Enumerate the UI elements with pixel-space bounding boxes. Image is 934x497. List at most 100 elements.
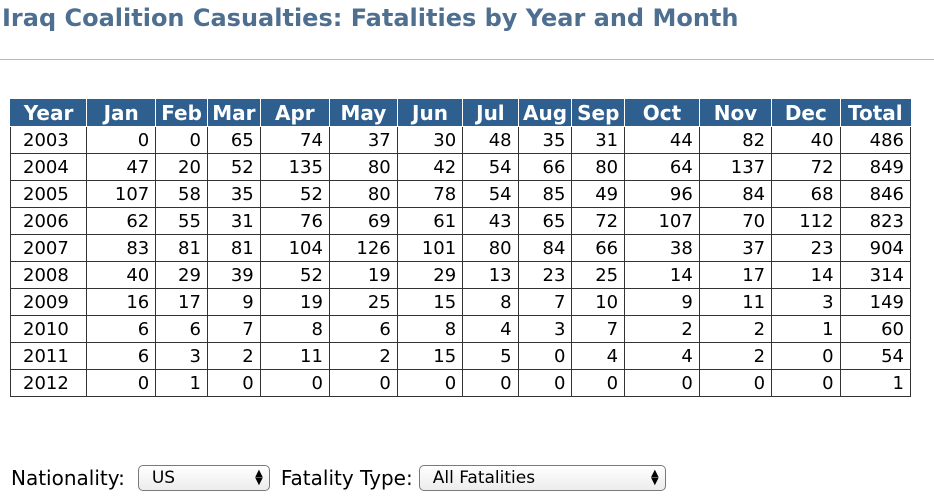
header-aug: Aug xyxy=(517,99,573,127)
cell-year: 2010 xyxy=(9,315,88,343)
cell-year: 2008 xyxy=(9,261,88,289)
cell-may: 80 xyxy=(328,153,398,181)
cell-oct: 44 xyxy=(624,126,700,154)
cell-year: 2006 xyxy=(9,207,88,235)
cell-nov: 11 xyxy=(698,288,773,316)
table-row: 2010 6 6 7 8 6 8 4 3 7 2 2 1 60 xyxy=(9,315,912,343)
cell-jan: 47 xyxy=(86,153,157,181)
fatality-type-select[interactable]: All Fatalities ▲ ▼ xyxy=(418,465,666,491)
cell-dec: 14 xyxy=(771,261,841,289)
cell-jul: 80 xyxy=(462,234,519,262)
cell-jul: 54 xyxy=(462,153,519,181)
cell-oct: 9 xyxy=(624,288,700,316)
cell-may: 69 xyxy=(328,207,398,235)
cell-jun: 8 xyxy=(396,315,464,343)
cell-mar: 2 xyxy=(206,342,261,370)
cell-year: 2012 xyxy=(9,369,88,397)
cell-jan: 6 xyxy=(86,315,157,343)
table-row: 2009 16 17 9 19 25 15 8 7 10 9 11 3 149 xyxy=(9,288,912,316)
updown-arrows-icon: ▲ ▼ xyxy=(255,468,263,487)
cell-jun: 42 xyxy=(396,153,464,181)
cell-may: 37 xyxy=(328,126,398,154)
cell-sep: 0 xyxy=(571,369,626,397)
cell-dec: 0 xyxy=(771,342,841,370)
cell-total: 904 xyxy=(839,234,912,262)
cell-jul: 5 xyxy=(462,342,519,370)
cell-apr: 74 xyxy=(259,126,330,154)
cell-jun: 30 xyxy=(396,126,464,154)
cell-mar: 31 xyxy=(206,207,261,235)
cell-apr: 0 xyxy=(259,369,330,397)
cell-apr: 135 xyxy=(259,153,330,181)
cell-feb: 3 xyxy=(155,342,208,370)
cell-apr: 104 xyxy=(259,234,330,262)
table-body: 2003 0 0 65 74 37 30 48 35 31 44 82 40 486 2004 47 20 52 1… xyxy=(9,126,912,397)
header-oct: Oct xyxy=(624,99,700,127)
header-jul: Jul xyxy=(462,99,519,127)
cell-nov: 2 xyxy=(698,315,773,343)
cell-jul: 48 xyxy=(462,126,519,154)
filter-bar: Nationality: US ▲ ▼ Fatality Type: All Fa… xyxy=(11,463,666,493)
table-row: 2012 0 1 0 0 0 0 0 0 0 0 0 0 1 xyxy=(9,369,912,397)
cell-total: 149 xyxy=(839,288,912,316)
fatality-type-select-value: All Fatalities xyxy=(432,468,536,488)
cell-aug: 66 xyxy=(517,153,573,181)
cell-sep: 72 xyxy=(571,207,626,235)
table-row: 2007 83 81 81 104 126 101 80 84 66 38 37 23 904 xyxy=(9,234,912,262)
cell-feb: 55 xyxy=(155,207,208,235)
cell-total: 846 xyxy=(839,180,912,208)
cell-feb: 20 xyxy=(155,153,208,181)
cell-jun: 15 xyxy=(396,342,464,370)
cell-nov: 137 xyxy=(698,153,773,181)
cell-year: 2009 xyxy=(9,288,88,316)
cell-nov: 84 xyxy=(698,180,773,208)
header-total: Total xyxy=(839,99,912,127)
cell-nov: 82 xyxy=(698,126,773,154)
cell-total: 1 xyxy=(839,369,912,397)
cell-apr: 76 xyxy=(259,207,330,235)
table-row: 2004 47 20 52 135 80 42 54 66 80 64 137 72 849 xyxy=(9,153,912,181)
cell-total: 314 xyxy=(839,261,912,289)
header-may: May xyxy=(328,99,398,127)
cell-mar: 35 xyxy=(206,180,261,208)
cell-oct: 64 xyxy=(624,153,700,181)
page-title: Iraq Coalition Casualties: Fatalities by… xyxy=(2,4,739,32)
cell-aug: 3 xyxy=(517,315,573,343)
table-row: 2008 40 29 39 52 19 29 13 23 25 14 17 14 314 xyxy=(9,261,912,289)
cell-mar: 39 xyxy=(206,261,261,289)
header-nov: Nov xyxy=(698,99,773,127)
cell-jan: 62 xyxy=(86,207,157,235)
cell-may: 25 xyxy=(328,288,398,316)
cell-aug: 84 xyxy=(517,234,573,262)
cell-sep: 7 xyxy=(571,315,626,343)
cell-oct: 2 xyxy=(624,315,700,343)
cell-jan: 6 xyxy=(86,342,157,370)
cell-oct: 38 xyxy=(624,234,700,262)
cell-jul: 54 xyxy=(462,180,519,208)
header-jan: Jan xyxy=(86,99,157,127)
cell-jan: 83 xyxy=(86,234,157,262)
cell-feb: 0 xyxy=(155,126,208,154)
cell-total: 60 xyxy=(839,315,912,343)
cell-sep: 49 xyxy=(571,180,626,208)
header-mar: Mar xyxy=(206,99,261,127)
nationality-select[interactable]: US ▲ ▼ xyxy=(137,465,270,491)
cell-jul: 0 xyxy=(462,369,519,397)
cell-oct: 107 xyxy=(624,207,700,235)
table-row: 2003 0 0 65 74 37 30 48 35 31 44 82 40 486 xyxy=(9,126,912,154)
cell-dec: 1 xyxy=(771,315,841,343)
cell-feb: 1 xyxy=(155,369,208,397)
cell-aug: 65 xyxy=(517,207,573,235)
cell-apr: 19 xyxy=(259,288,330,316)
table-header-row: Year Jan Feb Mar Apr May Jun Jul Aug Sep… xyxy=(9,99,912,127)
cell-dec: 3 xyxy=(771,288,841,316)
cell-sep: 10 xyxy=(571,288,626,316)
cell-feb: 81 xyxy=(155,234,208,262)
cell-dec: 72 xyxy=(771,153,841,181)
cell-year: 2007 xyxy=(9,234,88,262)
header-dec: Dec xyxy=(771,99,841,127)
header-year: Year xyxy=(9,99,88,127)
fatality-type-label: Fatality Type: xyxy=(280,466,413,490)
header-jun: Jun xyxy=(396,99,464,127)
cell-jun: 0 xyxy=(396,369,464,397)
